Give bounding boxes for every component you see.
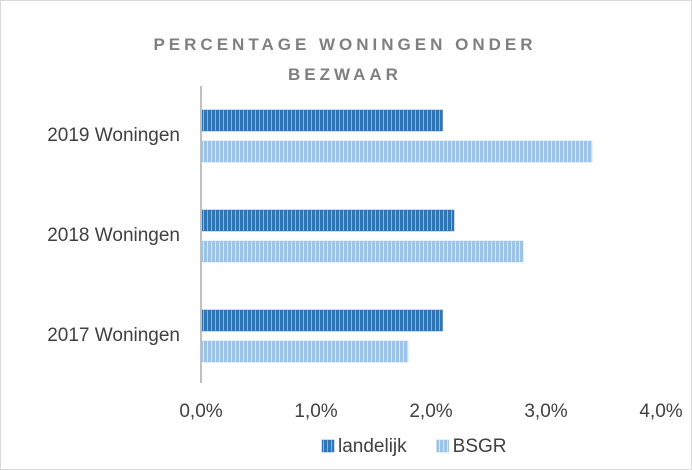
- y-tick-label: 2018 Woningen: [47, 225, 180, 246]
- legend-label: landelijk: [338, 436, 407, 457]
- bar: [200, 240, 524, 263]
- x-tick-label: 4,0%: [639, 401, 682, 422]
- x-tick-label: 2,0%: [409, 401, 452, 422]
- y-tick-label: 2019 Woningen: [47, 125, 180, 146]
- legend-label: BSGR: [453, 436, 507, 457]
- bar: [200, 209, 455, 232]
- bar: [200, 340, 409, 363]
- y-tick-label: 2017 Woningen: [47, 325, 180, 346]
- bar: [200, 309, 443, 332]
- legend-swatch: [321, 439, 335, 453]
- chart-title: PERCENTAGE WONINGEN ONDER BEZWAAR: [153, 35, 537, 84]
- x-tick-label: 0,0%: [179, 401, 222, 422]
- x-tick-label: 3,0%: [524, 401, 567, 422]
- bar: [200, 140, 593, 163]
- legend-swatch: [436, 439, 449, 453]
- x-tick-label: 1,0%: [294, 401, 337, 422]
- bar: [200, 109, 443, 132]
